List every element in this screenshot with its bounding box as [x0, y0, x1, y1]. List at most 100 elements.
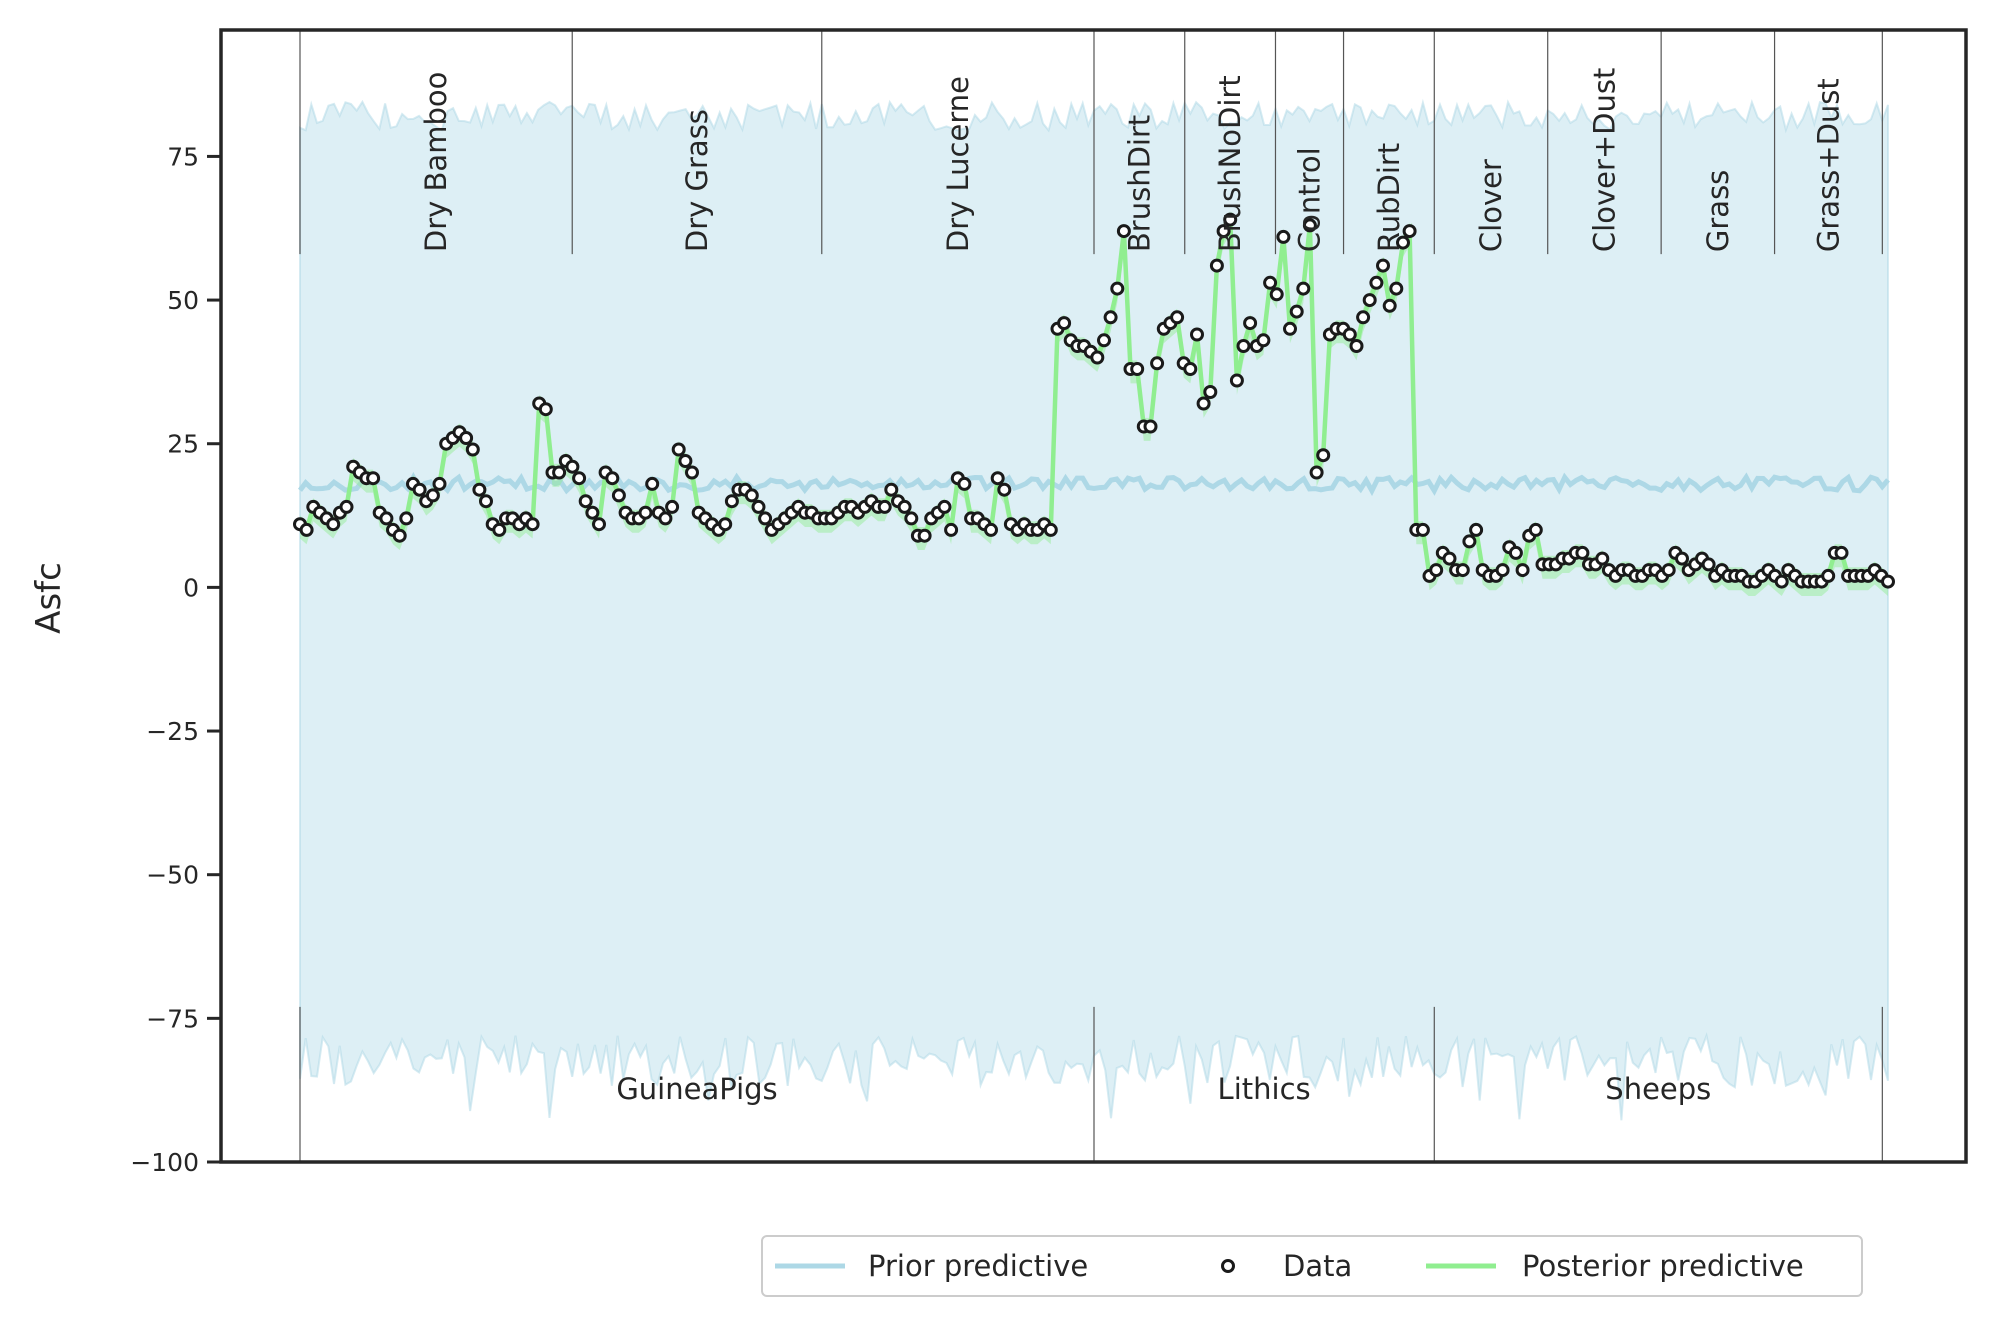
data-point: [578, 494, 593, 509]
data-point: [1821, 568, 1836, 583]
data-point: [884, 482, 899, 497]
legend-box: [761, 1235, 1863, 1297]
data-point: [997, 482, 1012, 497]
data-point: [399, 511, 414, 526]
category-label: Grass+Dust: [1812, 78, 1846, 252]
data-point: [432, 476, 447, 491]
data-point: [1130, 362, 1145, 376]
data-point: [645, 476, 660, 491]
data-point: [638, 505, 653, 520]
data-point: [718, 517, 733, 532]
data-point: [744, 488, 759, 503]
y-tick-label: 25: [167, 430, 199, 459]
data-point: [605, 471, 620, 486]
data-point: [1097, 333, 1111, 348]
data-points-layer: [293, 212, 1895, 589]
data-point: [1389, 281, 1404, 296]
data-point: [658, 511, 673, 526]
data-point: [937, 499, 952, 514]
category-label: RubDirt: [1372, 143, 1406, 252]
data-point: [1263, 275, 1278, 290]
data-point: [1881, 574, 1895, 589]
data-point: [1276, 229, 1291, 244]
data-point: [1296, 281, 1311, 296]
y-tick-label: 75: [167, 142, 199, 171]
data-point: [459, 431, 474, 445]
y-tick-label: 50: [167, 286, 199, 315]
data-point: [479, 494, 493, 509]
data-point: [1469, 522, 1484, 537]
data-point: [671, 442, 686, 457]
data-point: [1209, 258, 1224, 273]
data-point: [897, 499, 912, 514]
prior-mean-layer: [298, 471, 1890, 497]
category-label: Grass: [1701, 170, 1735, 252]
y-tick-label: −50: [146, 861, 199, 890]
data-point: [1575, 545, 1590, 560]
data-point: [1236, 339, 1251, 353]
data-point: [1508, 545, 1523, 560]
data-point: [758, 511, 773, 526]
data-point: [1269, 287, 1284, 302]
data-point: [1090, 350, 1105, 365]
data-point: [1057, 316, 1072, 331]
data-point: [326, 517, 341, 532]
data-point: [339, 499, 354, 514]
data-point: [1243, 316, 1258, 331]
data-point: [425, 488, 440, 503]
data-point: [585, 505, 600, 520]
data-point: [1495, 563, 1510, 578]
legend-label: Prior predictive: [868, 1249, 1088, 1283]
group-label: GuineaPigs: [616, 1072, 777, 1106]
data-point: [1675, 551, 1689, 566]
data-point: [665, 499, 680, 514]
data-point: [1190, 327, 1204, 342]
data-point: [1302, 218, 1317, 233]
data-point: [1834, 545, 1849, 560]
data-point: [572, 471, 587, 486]
data-point: [877, 499, 892, 514]
data-point: [1183, 362, 1198, 376]
data-point: [492, 522, 507, 537]
data-point: [1774, 574, 1789, 589]
data-point: [1342, 327, 1357, 342]
data-point: [751, 499, 766, 514]
data-point: [1216, 224, 1231, 239]
y-tick-label: −75: [146, 1004, 199, 1033]
group-label: Sheeps: [1605, 1072, 1711, 1106]
data-point: [525, 517, 540, 532]
data-point: [1356, 310, 1371, 325]
data-point: [1415, 522, 1430, 537]
category-label: Clover: [1474, 159, 1508, 252]
data-point: [1376, 258, 1390, 273]
data-point: [1701, 557, 1716, 572]
data-point: [1170, 310, 1185, 325]
data-point: [1402, 224, 1417, 239]
data-point: [1256, 333, 1271, 348]
data-point: [1116, 224, 1131, 239]
data-point: [1150, 356, 1165, 371]
data-point: [611, 488, 626, 503]
data-point: [1595, 551, 1610, 566]
data-point: [538, 402, 553, 417]
data-point: [1283, 321, 1297, 336]
axis-layer: −100 −75 −50 −25 0 25 50 75: [130, 28, 1968, 1177]
y-axis-label: Asfc: [29, 562, 69, 634]
data-point: [465, 442, 480, 457]
data-point: [1316, 448, 1331, 463]
category-label: BrushNoDirt: [1213, 75, 1247, 252]
data-point: [1196, 396, 1211, 411]
prior-predictive-mean-line: [298, 471, 1890, 497]
data-point: [366, 471, 381, 486]
plot-frame: [219, 28, 1968, 1164]
data-point: [1455, 563, 1470, 578]
category-label: Dry Grass: [680, 109, 714, 252]
data-point: [1442, 551, 1457, 566]
data-point: [1382, 298, 1397, 313]
data-point: [379, 511, 394, 526]
group-label: Lithics: [1218, 1072, 1311, 1106]
category-label: BrushDirt: [1122, 115, 1156, 252]
category-label: Dry Bamboo: [419, 72, 453, 252]
data-point: [552, 465, 567, 480]
